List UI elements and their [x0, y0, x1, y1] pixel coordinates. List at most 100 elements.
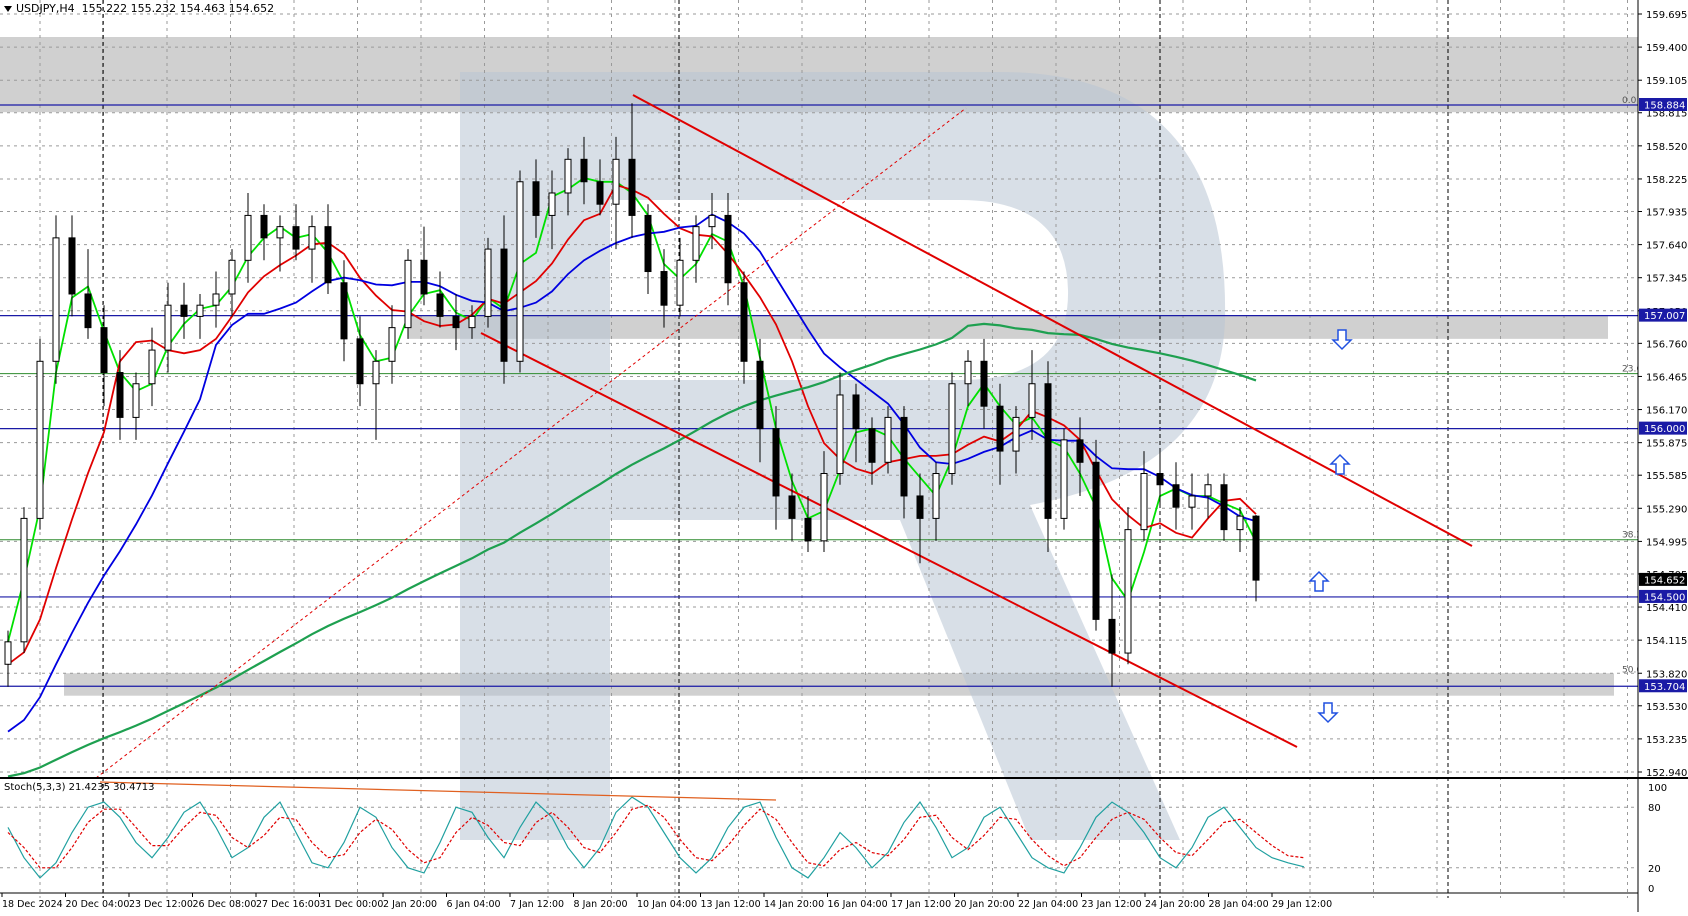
candle-body	[148, 349, 156, 385]
channel-upper-line	[632, 94, 1473, 547]
candle-body	[452, 315, 460, 329]
price-tick-label: 156.170	[1646, 406, 1687, 417]
candle-body	[516, 181, 524, 362]
price-tick-label: 157.935	[1646, 207, 1687, 218]
time-tick-label: 29 Jan 12:00	[1272, 899, 1332, 910]
candle-body	[644, 214, 652, 273]
time-tick-label: 28 Jan 04:00	[1209, 899, 1269, 910]
price-tick-label: 158.520	[1646, 142, 1687, 153]
candle-body	[1044, 383, 1052, 519]
candle-body	[100, 327, 108, 374]
candle-body	[1236, 515, 1244, 531]
channel-lower-line	[480, 332, 1298, 748]
price-tick-label: 156.465	[1646, 372, 1687, 383]
stoch-trend-line	[99, 781, 777, 801]
price-tick-label: 158.815	[1646, 109, 1687, 120]
candle-body	[180, 304, 188, 317]
candle-body	[676, 259, 684, 306]
candle-body	[932, 473, 940, 519]
grid	[0, 0, 1638, 898]
candle-body	[244, 214, 252, 261]
fib-label: 0.0	[1622, 96, 1637, 106]
fib-label: 38.2	[1622, 531, 1642, 541]
candle-body	[788, 495, 796, 519]
zone	[64, 673, 1614, 696]
fib-label: 23.6	[1622, 365, 1642, 375]
time-tick-label: 22 Jan 04:00	[1018, 899, 1078, 910]
candle-body	[340, 282, 348, 340]
time-tick-label: 7 Jan 12:00	[510, 899, 564, 910]
dropdown-icon[interactable]	[4, 6, 12, 12]
candle-body	[692, 226, 700, 261]
time-tick-label: 24 Jan 20:00	[1145, 899, 1205, 910]
level-price-label: 157.007	[1644, 311, 1685, 322]
candle-body	[292, 226, 300, 250]
candle-body	[404, 259, 412, 329]
level-price-label: 153.704	[1644, 682, 1685, 693]
price-tick-label: 158.225	[1646, 175, 1687, 186]
level-price-label: 154.500	[1644, 592, 1685, 603]
candle-body	[740, 282, 748, 362]
horizontal-levels: 0.0 23.6 38.2 50.0	[0, 96, 1642, 687]
level-price-label: 156.000	[1644, 424, 1685, 435]
candle-body	[500, 248, 508, 362]
candle-body	[660, 271, 668, 306]
candle-body	[308, 226, 316, 250]
candle-body	[1108, 618, 1116, 654]
candle-body	[900, 416, 908, 497]
channel-lines	[95, 94, 1473, 779]
level-price-tag	[1639, 589, 1687, 603]
time-tick-label: 31 Dec 00:00	[320, 899, 384, 910]
candle-body	[724, 214, 732, 284]
price-tick-label: 155.585	[1646, 471, 1687, 482]
up-arrow-icon	[1308, 570, 1330, 592]
candle-body	[1028, 383, 1036, 418]
candle-body	[820, 473, 828, 542]
candle-body	[1188, 495, 1196, 508]
up-arrow-icon	[1329, 453, 1351, 475]
price-tick-label: 154.995	[1646, 537, 1687, 548]
candle-body	[964, 360, 972, 385]
price-tick-label: 157.640	[1646, 241, 1687, 252]
candle-body	[276, 226, 284, 239]
time-tick-label: 26 Dec 08:00	[193, 899, 257, 910]
time-tick-label: 18 Dec 2024	[2, 899, 63, 910]
level-price-tag	[1639, 679, 1687, 693]
price-tick-label: 157.345	[1646, 274, 1687, 285]
down-arrow-icon	[1331, 329, 1353, 351]
candle-body	[132, 383, 140, 418]
price-tick-label: 155.290	[1646, 504, 1687, 515]
candle-body	[68, 237, 76, 295]
price-axis: 159.695 159.400 159.105 158.815 158.520 158.2…	[1637, 0, 1688, 912]
stoch-header: Stoch(5,3,3) 21.4235 30.4713	[4, 782, 155, 793]
price-tick-label: 153.530	[1646, 702, 1687, 713]
candle-body	[324, 226, 332, 284]
price-tick-label: 155.875	[1646, 439, 1687, 450]
candle-body	[164, 304, 172, 351]
price-tick-label: 153.235	[1646, 735, 1687, 746]
candle-body	[36, 360, 44, 519]
candle-body	[356, 338, 364, 385]
time-tick-label: 8 Jan 20:00	[574, 899, 628, 910]
time-tick-label: 27 Dec 16:00	[256, 899, 320, 910]
candle-body	[708, 214, 716, 228]
time-axis: 18 Dec 2024 20 Dec 04:00 23 Dec 12:00 26 De…	[0, 892, 1638, 910]
price-tick-label: 154.115	[1646, 636, 1687, 647]
candle-body	[548, 192, 556, 216]
candle-body	[4, 641, 12, 665]
candle-body	[532, 181, 540, 216]
candle-body	[468, 315, 476, 329]
candle-body	[212, 293, 220, 306]
candle-body	[388, 327, 396, 362]
candle-body	[260, 214, 268, 239]
fib-label: 50.0	[1622, 665, 1642, 675]
candle-body	[484, 248, 492, 317]
candle-body	[772, 428, 780, 497]
candle-body	[980, 360, 988, 407]
price-tick-label: 154.410	[1646, 603, 1687, 614]
candle-body	[1124, 529, 1132, 654]
candles	[4, 103, 1260, 687]
candle-body	[884, 416, 892, 463]
stoch-tick-label: 100	[1648, 783, 1667, 794]
